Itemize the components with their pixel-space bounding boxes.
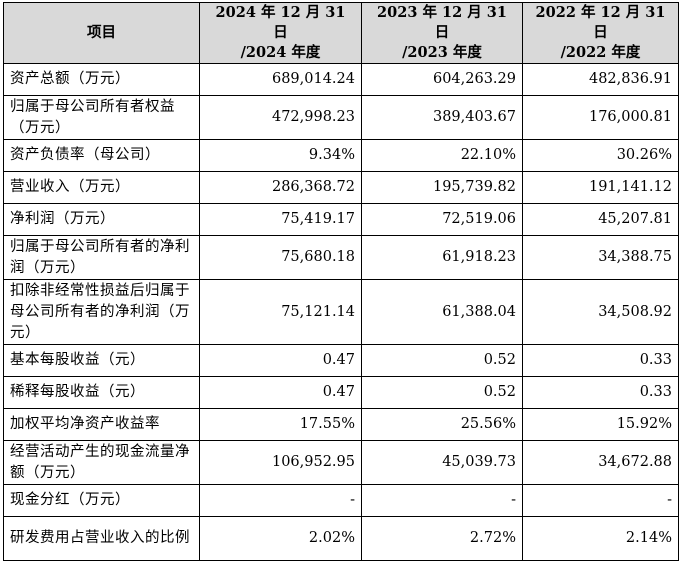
table-row: 研发费用占营业收入的比例 2.02% 2.72% 2.14% (3, 516, 679, 561)
cell-2022: 45,207.81 (522, 203, 679, 236)
table-row: 资产总额（万元） 689,014.24 604,263.29 482,836.9… (3, 63, 679, 96)
header-year-2024-date: 2024 年 12 月 31 日 (215, 4, 346, 41)
cell-2023: 61,388.04 (361, 279, 523, 345)
row-label: 资产总额（万元） (3, 63, 200, 96)
cell-2022: 191,141.12 (522, 171, 679, 204)
table-row: 归属于母公司所有者的净利润（万元） 75,680.18 61,918.23 34… (3, 235, 679, 280)
cell-2023: 195,739.82 (361, 171, 523, 204)
cell-2023: 45,039.73 (361, 440, 523, 485)
table-row: 扣除非经常性损益后归属于母公司所有者的净利润（万元） 75,121.14 61,… (3, 279, 679, 345)
cell-2023: 0.52 (361, 344, 523, 377)
table-row: 加权平均净资产收益率 17.55% 25.56% 15.92% (3, 408, 679, 441)
table-row: 净利润（万元） 75,419.17 72,519.06 45,207.81 (3, 203, 679, 236)
cell-2023: 2.72% (361, 516, 523, 561)
cell-2022: 176,000.81 (522, 95, 679, 140)
row-label: 现金分红（万元） (3, 484, 200, 517)
cell-2024: 472,998.23 (199, 95, 362, 140)
table-row: 营业收入（万元） 286,368.72 195,739.82 191,141.1… (3, 171, 679, 204)
cell-2024: - (199, 484, 362, 517)
row-label: 归属于母公司所有者权益（万元） (3, 95, 200, 140)
row-label: 净利润（万元） (3, 203, 200, 236)
header-year-2023: 2023 年 12 月 31 日 /2023 年度 (361, 2, 523, 64)
cell-2023: 61,918.23 (361, 235, 523, 280)
header-row: 项目 2024 年 12 月 31 日 /2024 年度 2023 年 12 月… (3, 2, 679, 64)
cell-2024: 75,680.18 (199, 235, 362, 280)
cell-2023: 389,403.67 (361, 95, 523, 140)
cell-2022: 34,672.88 (522, 440, 679, 485)
header-year-2023-period: /2023 年度 (402, 44, 482, 61)
row-label: 加权平均净资产收益率 (3, 408, 200, 441)
cell-2022: 30.26% (522, 139, 679, 172)
row-label: 经营活动产生的现金流量净额（万元） (3, 440, 200, 485)
header-year-2022: 2022 年 12 月 31 日 /2022 年度 (522, 2, 679, 64)
financial-summary-table: 项目 2024 年 12 月 31 日 /2024 年度 2023 年 12 月… (3, 2, 679, 561)
table-header: 项目 2024 年 12 月 31 日 /2024 年度 2023 年 12 月… (3, 2, 679, 64)
cell-2022: 15.92% (522, 408, 679, 441)
header-item: 项目 (3, 2, 200, 64)
cell-2022: 34,388.75 (522, 235, 679, 280)
cell-2022: - (522, 484, 679, 517)
cell-2023: 22.10% (361, 139, 523, 172)
table-row: 现金分红（万元） - - - (3, 484, 679, 517)
row-label: 稀释每股收益（元） (3, 376, 200, 409)
row-label: 扣除非经常性损益后归属于母公司所有者的净利润（万元） (3, 279, 200, 345)
table-row: 资产负债率（母公司） 9.34% 22.10% 30.26% (3, 139, 679, 172)
cell-2024: 0.47 (199, 344, 362, 377)
row-label: 研发费用占营业收入的比例 (3, 516, 200, 561)
cell-2024: 286,368.72 (199, 171, 362, 204)
cell-2024: 2.02% (199, 516, 362, 561)
cell-2022: 2.14% (522, 516, 679, 561)
financial-table-container: 项目 2024 年 12 月 31 日 /2024 年度 2023 年 12 月… (3, 2, 679, 561)
cell-2024: 106,952.95 (199, 440, 362, 485)
cell-2024: 75,419.17 (199, 203, 362, 236)
table-row: 基本每股收益（元） 0.47 0.52 0.33 (3, 344, 679, 377)
cell-2024: 75,121.14 (199, 279, 362, 345)
cell-2023: 0.52 (361, 376, 523, 409)
cell-2023: 25.56% (361, 408, 523, 441)
table-body: 资产总额（万元） 689,014.24 604,263.29 482,836.9… (3, 63, 679, 561)
cell-2024: 17.55% (199, 408, 362, 441)
cell-2022: 0.33 (522, 376, 679, 409)
cell-2024: 0.47 (199, 376, 362, 409)
row-label: 基本每股收益（元） (3, 344, 200, 377)
cell-2022: 34,508.92 (522, 279, 679, 345)
table-row: 归属于母公司所有者权益（万元） 472,998.23 389,403.67 17… (3, 95, 679, 140)
cell-2022: 482,836.91 (522, 63, 679, 96)
row-label: 营业收入（万元） (3, 171, 200, 204)
cell-2023: 604,263.29 (361, 63, 523, 96)
row-label: 资产负债率（母公司） (3, 139, 200, 172)
header-year-2024-period: /2024 年度 (240, 44, 321, 61)
header-year-2023-date: 2023 年 12 月 31 日 (377, 4, 507, 41)
cell-2024: 689,014.24 (199, 63, 362, 96)
header-year-2022-date: 2022 年 12 月 31 日 (535, 4, 666, 41)
cell-2023: - (361, 484, 523, 517)
row-label: 归属于母公司所有者的净利润（万元） (3, 235, 200, 280)
header-year-2022-period: /2022 年度 (560, 44, 641, 61)
table-row: 经营活动产生的现金流量净额（万元） 106,952.95 45,039.73 3… (3, 440, 679, 485)
cell-2022: 0.33 (522, 344, 679, 377)
table-row: 稀释每股收益（元） 0.47 0.52 0.33 (3, 376, 679, 409)
header-year-2024: 2024 年 12 月 31 日 /2024 年度 (199, 2, 362, 64)
cell-2024: 9.34% (199, 139, 362, 172)
cell-2023: 72,519.06 (361, 203, 523, 236)
